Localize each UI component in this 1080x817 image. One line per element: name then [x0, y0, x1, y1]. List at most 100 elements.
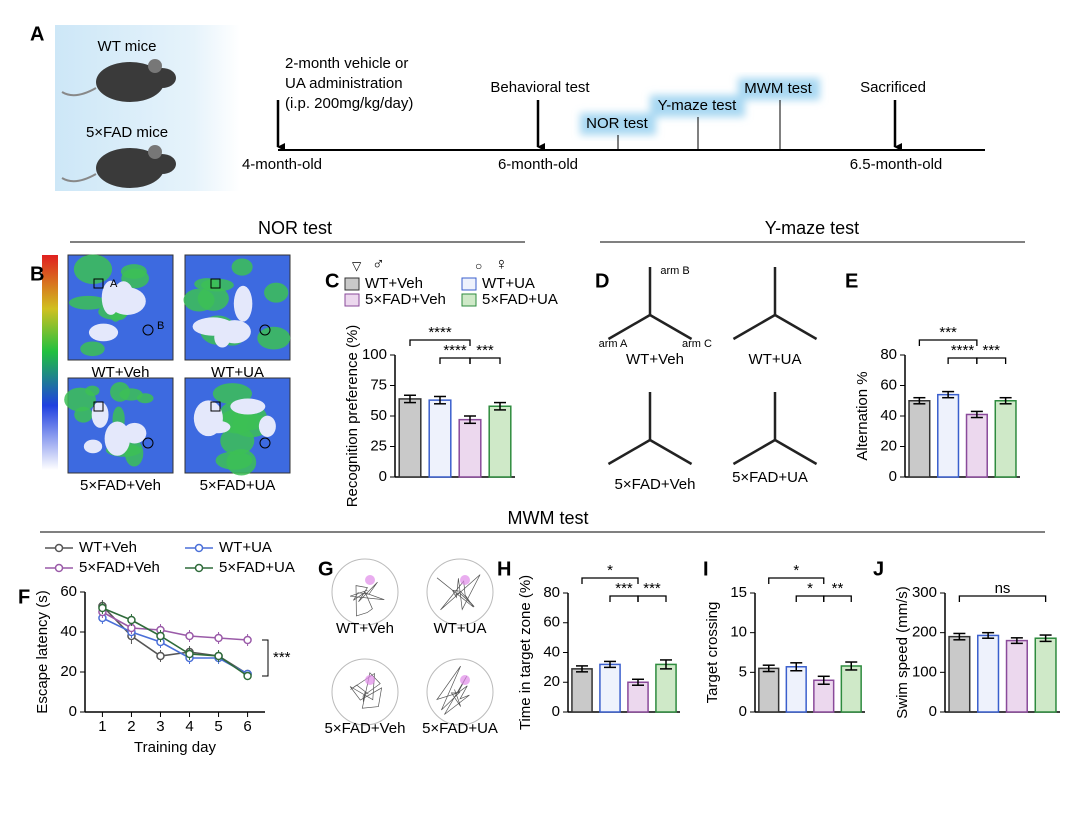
- heat-blob: [197, 286, 229, 311]
- significance-label: *: [607, 562, 613, 579]
- x-tick-label: 1: [98, 718, 106, 735]
- heat-blob: [205, 420, 231, 434]
- legend-label: WT+UA: [482, 275, 535, 292]
- significance-label: ****: [428, 324, 452, 341]
- sex-symbol: ○: [475, 259, 482, 273]
- heat-blob: [226, 448, 257, 476]
- heatmap-label: 5×FAD+Veh: [80, 477, 161, 494]
- bar: [599, 663, 621, 713]
- bar: [813, 679, 835, 713]
- platform: [365, 575, 375, 585]
- y-tick-label: 0: [552, 703, 560, 720]
- object-a: [93, 278, 104, 289]
- glows: [580, 78, 820, 135]
- bar: [1005, 639, 1028, 713]
- maze-label: 5×FAD+UA: [732, 469, 808, 486]
- heat-blob: [192, 317, 234, 336]
- y-tick-label: 0: [379, 468, 387, 485]
- event-label: Sacrificed: [860, 79, 926, 96]
- legend-label: WT+UA: [219, 539, 272, 556]
- series-line: [102, 607, 249, 677]
- heat-blob: [73, 254, 113, 284]
- object-b: [142, 437, 154, 449]
- pool: [426, 658, 494, 726]
- event-label: Behavioral test: [490, 79, 590, 96]
- panel-letter: E: [845, 270, 858, 292]
- section-title: Y-maze test: [765, 218, 859, 238]
- significance-label: ****: [951, 342, 975, 359]
- trace-label: WT+Veh: [336, 620, 394, 637]
- heat-blob: [108, 287, 146, 315]
- x-tick-label: 5: [214, 718, 222, 735]
- panel-letter: B: [30, 263, 44, 285]
- y-axis-label: Time in target zone (%): [517, 575, 534, 730]
- legend-marker: [54, 543, 64, 553]
- significance-bracket: [976, 357, 1007, 364]
- panel-letter: J: [873, 558, 884, 580]
- object-a: [93, 401, 104, 412]
- point: [185, 649, 194, 659]
- bar: [977, 634, 1000, 713]
- heat-blob: [233, 285, 253, 322]
- maze-arm: [607, 438, 651, 466]
- maze-arm: [649, 438, 693, 466]
- arm-label: arm A: [599, 338, 628, 350]
- legend-marker: [194, 563, 204, 573]
- legend-label: WT+Veh: [79, 539, 137, 556]
- sex-label: ♀: [495, 254, 508, 273]
- series-line: [102, 611, 248, 641]
- swim-trace: [436, 665, 470, 715]
- significance-bracket: [958, 595, 1047, 602]
- heat-blob: [122, 422, 147, 444]
- significance-label: ***: [615, 580, 633, 597]
- significance-label: ***: [643, 580, 661, 597]
- trace-label: 5×FAD+UA: [422, 720, 498, 737]
- y-tick-label: 40: [543, 643, 560, 660]
- heat-blob: [80, 341, 105, 357]
- y-tick-label: 40: [60, 623, 77, 640]
- age-label: 4-month-old: [242, 156, 322, 173]
- panel-letter: D: [595, 270, 609, 292]
- heat-blob: [83, 439, 103, 454]
- maze-label: WT+UA: [749, 351, 802, 368]
- y-tick-label: 80: [880, 346, 897, 363]
- mouse-label: WT mice: [98, 38, 157, 55]
- y-tick-label: 0: [889, 468, 897, 485]
- platform: [365, 675, 375, 685]
- heatmap-colorbar: [42, 255, 58, 470]
- mouse-label: 5×FAD mice: [86, 124, 168, 141]
- bar: [627, 681, 649, 713]
- significance-bracket: [823, 595, 852, 602]
- object-b: [142, 324, 154, 336]
- sex-label: ♂: [372, 254, 385, 273]
- age-label: 6-month-old: [498, 156, 578, 173]
- maze-arm: [774, 438, 818, 466]
- y-tick-label: 75: [370, 376, 387, 393]
- y-axis-label: Swim speed (mm/s): [894, 586, 911, 719]
- bar: [785, 666, 807, 713]
- bar: [994, 400, 1017, 478]
- bar: [398, 398, 422, 478]
- point: [214, 651, 223, 661]
- y-tick-label: 60: [880, 376, 897, 393]
- maze-label: 5×FAD+Veh: [615, 476, 696, 493]
- object-label: A: [110, 278, 118, 290]
- bar: [571, 668, 593, 713]
- bar: [488, 405, 512, 478]
- bar: [965, 413, 988, 478]
- y-tick-label: 20: [880, 437, 897, 454]
- point: [214, 633, 223, 643]
- x-axis-label: Training day: [134, 739, 216, 756]
- bar: [458, 418, 482, 478]
- admin-text: UA administration: [285, 75, 403, 92]
- heat-blob: [88, 323, 119, 342]
- heat-blob: [258, 415, 276, 437]
- bar: [840, 665, 862, 713]
- bar: [908, 400, 931, 478]
- arm-label: arm C: [682, 338, 712, 350]
- heatmap-label: WT+UA: [211, 364, 264, 381]
- bar: [655, 663, 677, 713]
- legend-label: 5×FAD+Veh: [365, 291, 446, 308]
- bar: [948, 635, 971, 713]
- platform: [460, 575, 470, 585]
